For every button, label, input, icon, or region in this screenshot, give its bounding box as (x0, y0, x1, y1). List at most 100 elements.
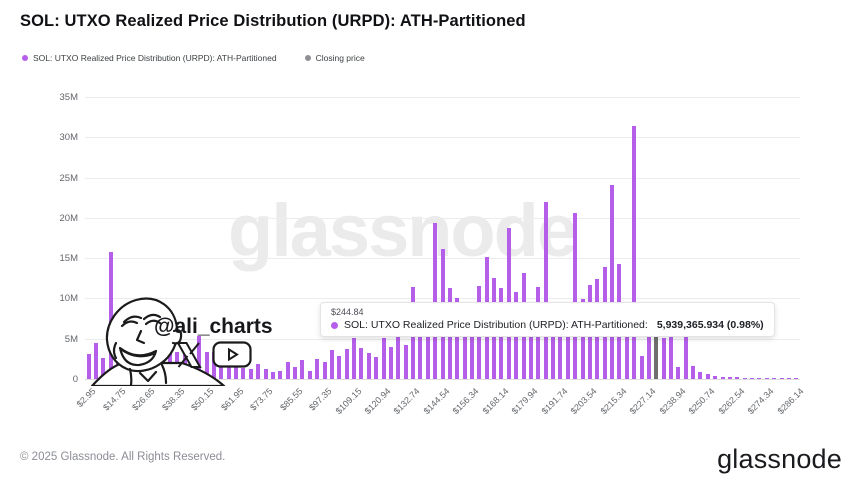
y-tick-label: 25M (59, 172, 78, 184)
bar[interactable] (329, 350, 334, 379)
hovered-bar[interactable] (683, 331, 688, 379)
bar[interactable] (646, 302, 651, 379)
closing-price-bar[interactable] (654, 326, 659, 379)
bar[interactable] (352, 337, 357, 379)
bar[interactable] (278, 370, 283, 379)
bar[interactable] (167, 341, 172, 379)
bar[interactable] (418, 332, 423, 379)
y-tick-label: 10M (59, 293, 78, 305)
bar[interactable] (226, 366, 231, 379)
x-tick-label: $97.35 (307, 386, 334, 413)
bar[interactable] (219, 361, 224, 379)
bar[interactable] (735, 377, 740, 379)
bar[interactable] (211, 351, 216, 379)
bar[interactable] (543, 201, 548, 379)
bar[interactable] (462, 328, 467, 379)
bar[interactable] (263, 369, 268, 379)
bar[interactable] (94, 342, 99, 379)
bar[interactable] (698, 371, 703, 379)
bar[interactable] (322, 362, 327, 379)
bar[interactable] (307, 370, 312, 379)
bar[interactable] (234, 359, 239, 379)
bar[interactable] (270, 371, 275, 379)
bar[interactable] (241, 367, 246, 379)
bar[interactable] (705, 374, 710, 379)
bar[interactable] (469, 331, 474, 379)
bar[interactable] (750, 378, 755, 379)
legend-dot-purple-icon (22, 55, 28, 61)
bar[interactable] (727, 377, 732, 379)
bar[interactable] (764, 378, 769, 379)
y-tick-label: 15M (59, 253, 78, 265)
bar[interactable] (293, 366, 298, 379)
bar[interactable] (639, 356, 644, 379)
bar[interactable] (528, 327, 533, 379)
bar[interactable] (425, 337, 430, 379)
copyright-text: © 2025 Glassnode. All Rights Reserved. (20, 451, 226, 463)
bar[interactable] (337, 356, 342, 379)
bar[interactable] (433, 222, 438, 379)
bar[interactable] (610, 184, 615, 379)
bar[interactable] (344, 349, 349, 379)
x-tick-label: $168.14 (480, 386, 511, 417)
bar[interactable] (565, 332, 570, 379)
bar[interactable] (315, 358, 320, 379)
bar[interactable] (676, 366, 681, 379)
x-tick-label: $203.54 (568, 386, 600, 417)
x-tick-label: $132.74 (392, 386, 423, 417)
tooltip-value: 5,939,365.934 (0.98%) (656, 319, 764, 331)
bar[interactable] (388, 346, 393, 379)
bar[interactable] (551, 330, 556, 379)
bar[interactable] (396, 333, 401, 379)
bar[interactable] (455, 298, 460, 379)
bar[interactable] (691, 366, 696, 379)
bar[interactable] (359, 348, 364, 379)
bar[interactable] (573, 213, 578, 379)
bar[interactable] (374, 357, 379, 379)
gridline (85, 97, 800, 98)
bar[interactable] (661, 337, 666, 379)
bar[interactable] (86, 354, 91, 379)
x-tick-label: $120.94 (362, 386, 393, 417)
bar[interactable] (101, 358, 106, 379)
bar[interactable] (285, 362, 290, 379)
bar[interactable] (403, 345, 408, 379)
bar[interactable] (300, 360, 305, 379)
x-tick-label: $85.55 (277, 386, 305, 413)
x-tick-label: $238.94 (657, 386, 688, 417)
bar[interactable] (669, 328, 673, 379)
x-tick-label: $262.54 (716, 386, 747, 417)
tooltip-series-dot-icon (331, 321, 338, 329)
bar[interactable] (204, 352, 209, 379)
bar[interactable] (720, 376, 725, 379)
bar[interactable] (757, 378, 762, 379)
gridline (85, 217, 800, 219)
bar[interactable] (381, 337, 386, 379)
social-icons (176, 341, 252, 368)
bar[interactable] (772, 378, 777, 379)
bar[interactable] (256, 363, 261, 379)
bar[interactable] (108, 251, 113, 379)
legend-dot-gray-icon (304, 55, 311, 61)
page-title: SOL: UTXO Realized Price Distribution (U… (20, 12, 526, 30)
gridline (85, 379, 800, 380)
ali-charts-meme-face (90, 297, 226, 386)
bar[interactable] (632, 126, 637, 379)
bar[interactable] (794, 378, 799, 379)
bar[interactable] (558, 333, 563, 379)
bar[interactable] (366, 353, 371, 379)
x-tick-label: $73.75 (248, 386, 275, 413)
bar[interactable] (248, 369, 253, 379)
legend-item-urpd[interactable]: SOL: UTXO Realized Price Distribution (U… (22, 53, 277, 63)
legend-label: Closing price (315, 53, 365, 63)
y-tick-label: 30M (59, 132, 78, 144)
bar[interactable] (580, 299, 585, 379)
bar[interactable] (742, 377, 747, 379)
x-tick-label: $14.75 (100, 386, 128, 413)
bar[interactable] (197, 335, 202, 379)
bar[interactable] (779, 378, 784, 379)
bar[interactable] (713, 375, 718, 379)
bar[interactable] (786, 378, 791, 379)
legend-item-closing-price[interactable]: Closing price (304, 53, 365, 63)
bar[interactable] (624, 324, 629, 379)
